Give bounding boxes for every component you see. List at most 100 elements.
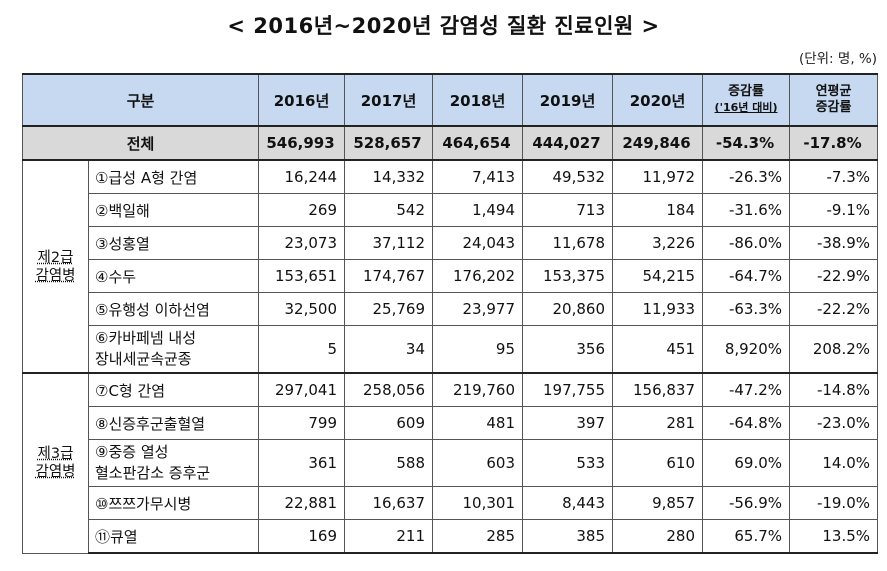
cell-value: -56.9% (702, 486, 791, 520)
disease-name: ③성홍열 (87, 226, 260, 260)
cell-value: -22.9% (789, 259, 879, 293)
cell-value: 610 (612, 439, 704, 487)
table-row: ⑩쯔쯔가무시병 22,881 16,637 10,301 8,443 9,857… (23, 486, 879, 520)
cell-value: 11,678 (522, 226, 614, 260)
cell-value: -47.2% (702, 372, 791, 407)
cell-value: 451 (612, 325, 704, 374)
group-label-line2: 감염병 (35, 464, 76, 481)
cell-value: 609 (344, 406, 434, 440)
cell-value: 34 (344, 325, 434, 374)
table-row: ⑥카바페넴 내성 장내세균속균종 5 34 95 356 451 8,920% … (23, 325, 879, 374)
cell-value: 24,043 (432, 226, 524, 260)
cell-value: 281 (612, 406, 704, 440)
table-row: 제2급 감염병 ①급성 A형 간염 16,244 14,332 7,413 49… (22, 159, 879, 374)
cell-value: -64.7% (702, 259, 791, 293)
cell-value: 23,073 (258, 226, 346, 260)
cell-value: 37,112 (344, 226, 434, 260)
table-row: ⑨중증 열성 혈소판감소 증후군 361 588 603 533 610 69.… (23, 439, 879, 487)
cell-value: -19.0% (789, 486, 879, 520)
cell-value: 65.7% (702, 519, 791, 554)
header-2018: 2018년 (432, 73, 524, 127)
cell-value: 16,244 (258, 159, 346, 194)
cell-value: 20,860 (522, 292, 614, 326)
cell-value: 280 (612, 519, 704, 554)
cell-value: 10,301 (432, 486, 524, 520)
cell-value: 5 (258, 325, 346, 374)
cell-value: 385 (522, 519, 614, 554)
cell-value: -26.3% (702, 159, 791, 194)
header-2019: 2019년 (522, 73, 614, 127)
cell-value: 258,056 (344, 372, 434, 407)
cell-value: 153,375 (522, 259, 614, 293)
header-change-rate-sub: ('16년 대비) (714, 101, 778, 114)
table-row: ④수두 153,651 174,767 176,202 153,375 54,2… (23, 259, 879, 293)
header-change-rate-main: 증감률 (728, 84, 764, 99)
header-change-rate: 증감률 ('16년 대비) (702, 73, 791, 127)
cell-value: 23,977 (432, 292, 524, 326)
cell-value: 208.2% (789, 325, 879, 374)
cell-value: -38.9% (789, 226, 879, 260)
page-title: < 2016년~2020년 감염성 질환 진료인원 > (227, 14, 660, 38)
cell-value: 1,494 (432, 193, 524, 227)
cell-value: 285 (432, 519, 524, 554)
disease-name: ⑤유행성 이하선염 (87, 292, 260, 326)
total-value: 249,846 (612, 125, 704, 161)
disease-name-line2: 장내세균속균종 (95, 350, 192, 368)
cell-value: 14,332 (344, 159, 434, 194)
disease-name: ⑪큐열 (87, 519, 260, 554)
cell-value: 49,532 (522, 159, 614, 194)
cell-value: -64.8% (702, 406, 791, 440)
cell-value: 533 (522, 439, 614, 487)
cell-value: 361 (258, 439, 346, 487)
cell-value: 153,651 (258, 259, 346, 293)
group-label-line2: 감염병 (35, 267, 76, 284)
disease-name: ④수두 (87, 259, 260, 293)
cell-value: 588 (344, 439, 434, 487)
cell-value: 16,637 (344, 486, 434, 520)
disease-name-line1: ⑨중증 열성 (95, 443, 169, 461)
disease-name: ②백일해 (87, 193, 260, 227)
disease-name: ⑧신증후군출혈열 (87, 406, 260, 440)
cell-value: 219,760 (432, 372, 524, 407)
cell-value: 297,041 (258, 372, 346, 407)
cell-value: 356 (522, 325, 614, 374)
cell-value: 25,769 (344, 292, 434, 326)
cell-value: 7,413 (432, 159, 524, 194)
disease-name: ⑨중증 열성 혈소판감소 증후군 (87, 439, 260, 487)
total-value: 464,654 (432, 125, 524, 161)
cell-value: -23.0% (789, 406, 879, 440)
total-value: -17.8% (789, 125, 879, 161)
header-annual-rate-line1: 연평균 (815, 84, 852, 99)
cell-value: -31.6% (702, 193, 791, 227)
table-row: ②백일해 269 542 1,494 713 184 -31.6% -9.1% (23, 193, 879, 227)
disease-name: ①급성 A형 간염 (87, 159, 260, 194)
cell-value: 269 (258, 193, 346, 227)
total-value: 528,657 (344, 125, 434, 161)
cell-value: 54,215 (612, 259, 704, 293)
total-value: 444,027 (522, 125, 614, 161)
table-row: 제3급 감염병 ⑦C형 간염 297,041 258,056 219,760 1… (22, 372, 879, 554)
disease-name-line2: 혈소판감소 증후군 (95, 464, 211, 482)
cell-value: 197,755 (522, 372, 614, 407)
total-value: 546,993 (258, 125, 346, 161)
total-row: 전체 546,993 528,657 464,654 444,027 249,8… (21, 125, 879, 161)
group-label-line1: 제2급 (37, 249, 74, 266)
cell-value: 481 (432, 406, 524, 440)
disease-name: ⑥카바페넴 내성 장내세균속균종 (87, 325, 260, 374)
unit-note: (단위: 명, %) (798, 51, 877, 67)
cell-value: 9,857 (612, 486, 704, 520)
cell-value: -14.8% (789, 372, 879, 407)
header-2020: 2020년 (612, 73, 704, 127)
cell-value: 211 (344, 519, 434, 554)
cell-value: -9.1% (789, 193, 879, 227)
cell-value: -22.2% (789, 292, 879, 326)
cell-value: 8,920% (702, 325, 791, 374)
header-row: 구분 2016년 2017년 2018년 2019년 2020년 증감률 ('1… (21, 73, 879, 127)
cell-value: 13.5% (789, 519, 879, 554)
cell-value: 8,443 (522, 486, 614, 520)
table-row: ⑪큐열 169 211 285 385 280 65.7% 13.5% (23, 519, 879, 554)
cell-value: 14.0% (789, 439, 879, 487)
cell-value: 176,202 (432, 259, 524, 293)
disease-name: ⑦C형 간염 (87, 372, 260, 407)
table-row: ⑧신증후군출혈열 799 609 481 397 281 -64.8% -23.… (23, 406, 879, 440)
